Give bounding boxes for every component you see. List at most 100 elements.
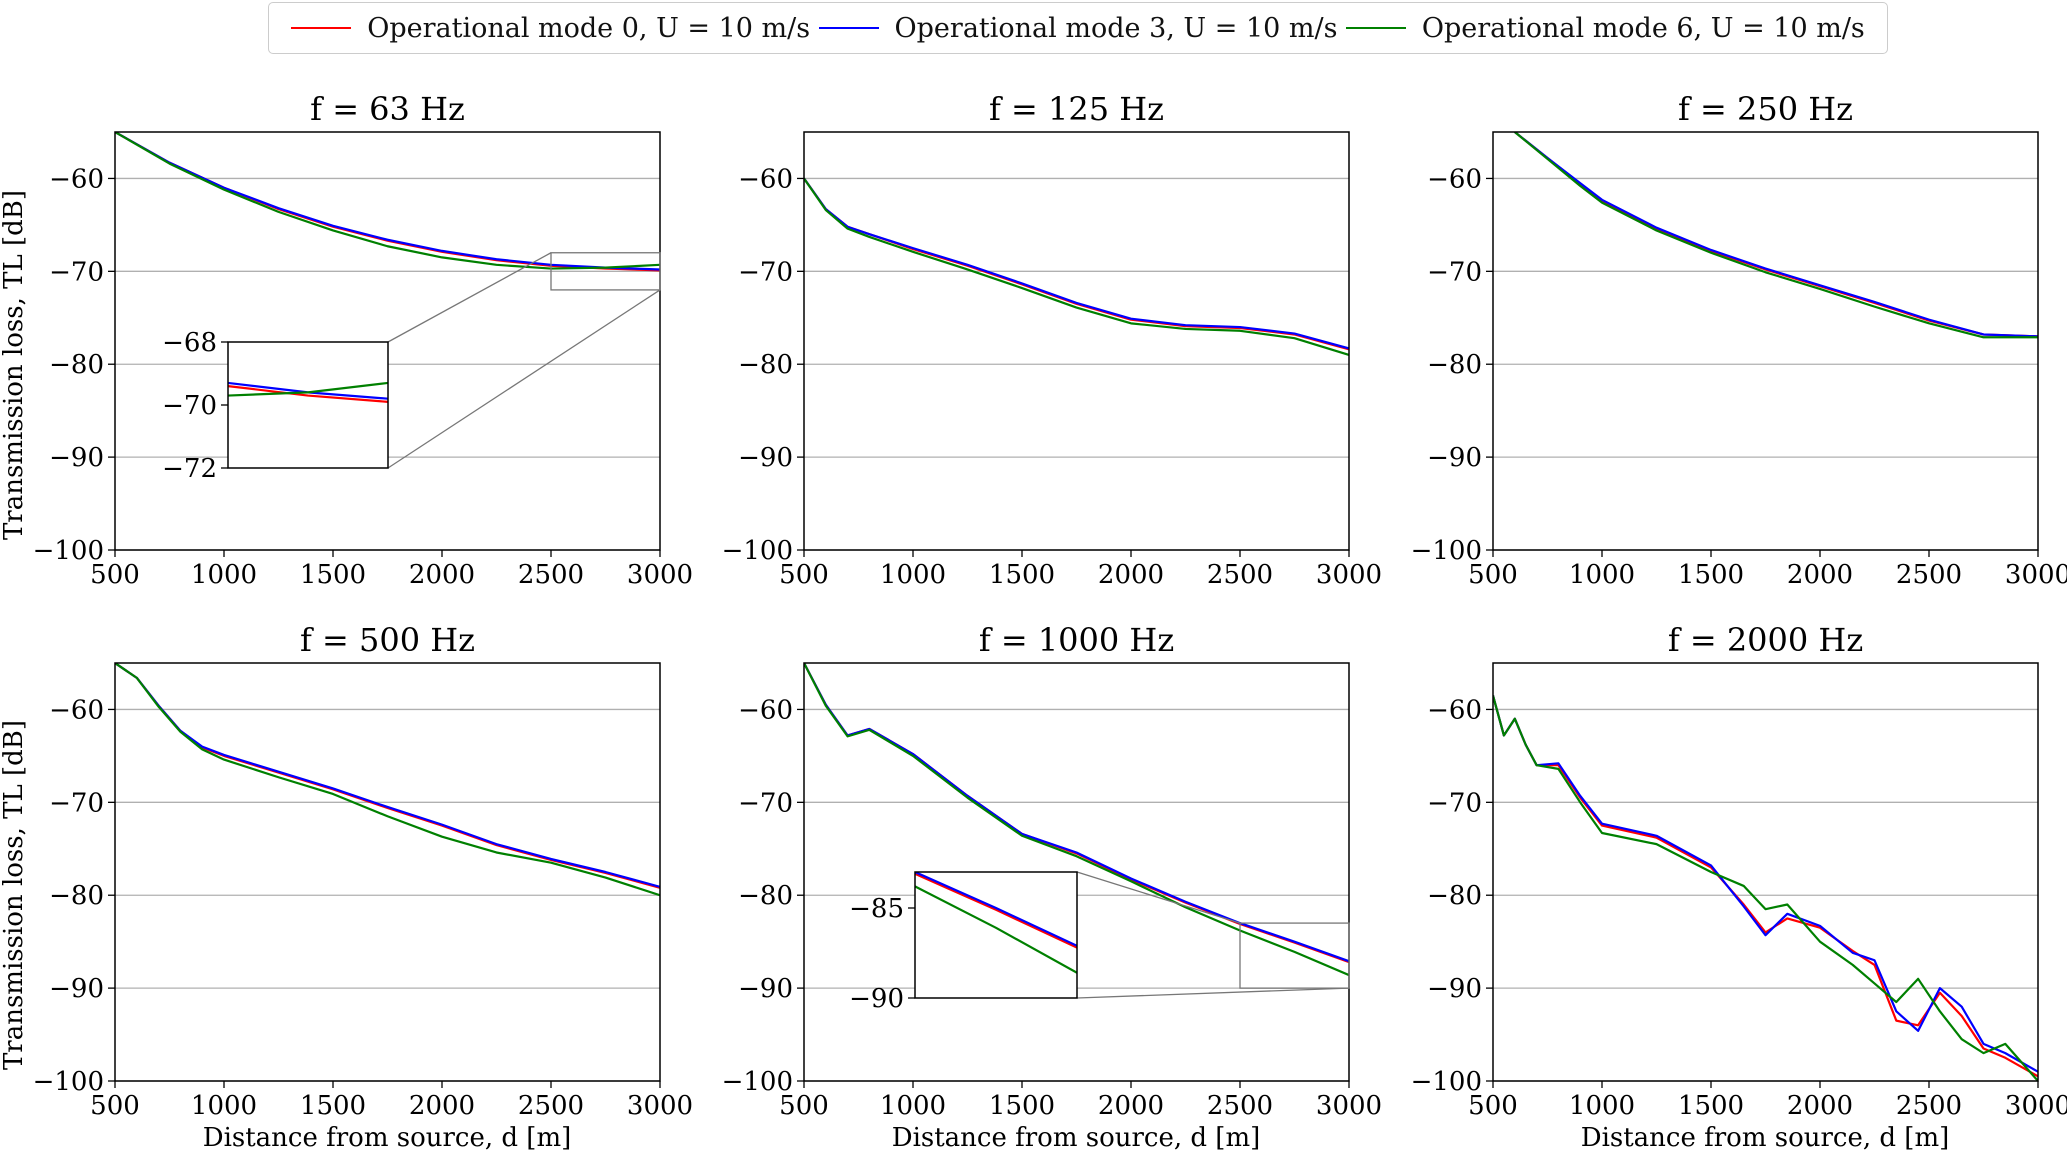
panel-3-series-0 (115, 663, 660, 889)
panel-5-series-0 (1493, 695, 2038, 1078)
legend-label-mode-0: Operational mode 0, U = 10 m/s (367, 12, 811, 44)
panel-0-series-2 (115, 132, 660, 270)
panel-2-ytick-label-2: −80 (1427, 350, 1482, 380)
panel-1-xtick-label-0: 500 (779, 560, 829, 590)
panel-4-ytick-label-0: −60 (738, 695, 793, 725)
panel-3-xtick-label-2: 1500 (300, 1091, 366, 1121)
panel-5-xtick-label-4: 2500 (1896, 1091, 1962, 1121)
panel-3-xtick-label-0: 500 (90, 1091, 140, 1121)
panel-3-ytick-label-1: −70 (49, 788, 104, 818)
panel-2-xtick-label-2: 1500 (1678, 560, 1744, 590)
legend-swatch-mode-6 (1345, 27, 1406, 29)
legend-label-mode-6: Operational mode 6, U = 10 m/s (1421, 12, 1865, 44)
panel-4-xtick-label-0: 500 (779, 1091, 829, 1121)
panel-4-ytick-label-4: −100 (722, 1067, 793, 1097)
panel-3-ytick-label-0: −60 (49, 695, 104, 725)
panel-0-inset-bg (228, 342, 388, 468)
panel-2-ytick-label-4: −100 (1411, 536, 1482, 566)
panel-4-zoom-region (1239, 922, 1350, 989)
panel-3-xtick-label-1: 1000 (191, 1091, 257, 1121)
panel-2-ytick-label-1: −70 (1427, 257, 1482, 287)
panel-0-ytick-label-1: −70 (49, 257, 104, 287)
panel-1-series-1 (804, 177, 1349, 350)
panel-0-title: f = 63 Hz (310, 90, 465, 128)
panel-1-xtick-label-1: 1000 (880, 560, 946, 590)
panel-4-inset-ytick-label-0: −85 (849, 894, 904, 924)
panel-4-ytick-label-2: −80 (738, 881, 793, 911)
panel-5-ytick-label-3: −90 (1427, 974, 1482, 1004)
legend-swatch-mode-0 (291, 27, 352, 29)
panel-0-xtick-label-3: 2000 (409, 560, 475, 590)
panel-2-frame (1492, 131, 2039, 551)
panel-1-series-2 (804, 177, 1349, 356)
legend-entry-mode-6: Operational mode 6, U = 10 m/s (1345, 12, 1865, 44)
panel-3-ytick-label-4: −100 (33, 1067, 104, 1097)
panel-2-xtick-label-0: 500 (1468, 560, 1518, 590)
panel-0-inset-series-0 (228, 384, 388, 403)
panel-4-ytick-label-1: −70 (738, 788, 793, 818)
panel-0-inset-ytick-label-2: −72 (162, 454, 217, 484)
xlabel-2: Distance from source, d [m] (892, 1123, 1261, 1153)
panel-4-title: f = 1000 Hz (979, 621, 1174, 659)
panel-0-ytick-label-3: −90 (49, 443, 104, 473)
panel-2-series-1 (1514, 132, 2038, 338)
panel-0-series-0 (115, 132, 660, 272)
panel-5-ytick-label-4: −100 (1411, 1067, 1482, 1097)
panel-4-xtick-label-4: 2500 (1207, 1091, 1273, 1121)
panel-4-xtick-label-3: 2000 (1098, 1091, 1164, 1121)
panel-5-xtick-label-3: 2000 (1787, 1091, 1853, 1121)
panel-4-xtick-label-1: 1000 (880, 1091, 946, 1121)
panel-1-xtick-label-5: 3000 (1316, 560, 1382, 590)
panel-3-ytick-label-2: −80 (49, 881, 104, 911)
panel-4-connector-0 (1076, 871, 1241, 924)
panel-0-xtick-label-5: 3000 (627, 560, 693, 590)
panel-1-ytick-label-0: −60 (738, 164, 793, 194)
panel-0-xtick-label-4: 2500 (518, 560, 584, 590)
panel-1-xtick-label-4: 2500 (1207, 560, 1273, 590)
panel-0-series-1 (115, 132, 660, 271)
panel-2-ytick-label-3: −90 (1427, 443, 1482, 473)
panel-1-ytick-label-1: −70 (738, 257, 793, 287)
ylabel-bottom: Transmission loss, TL [dB] (0, 720, 29, 1070)
panel-4-xtick-label-2: 1500 (989, 1091, 1055, 1121)
panel-0-connector-1 (387, 289, 661, 469)
panel-3-series-1 (115, 663, 660, 888)
panel-0-ytick-label-4: −100 (33, 536, 104, 566)
ylabel-top: Transmission loss, TL [dB] (0, 190, 29, 540)
panel-0-frame (114, 131, 661, 551)
panel-3-title: f = 500 Hz (300, 621, 475, 659)
panel-3-frame (114, 662, 661, 1082)
legend-swatch-mode-3 (818, 27, 879, 29)
panel-1-title: f = 125 Hz (989, 90, 1164, 128)
panel-0-xtick-label-0: 500 (90, 560, 140, 590)
panel-0-inset-ytick-label-0: −68 (162, 328, 217, 358)
panel-5-title: f = 2000 Hz (1668, 621, 1863, 659)
panel-4-ytick-label-3: −90 (738, 974, 793, 1004)
panel-1-ytick-label-2: −80 (738, 350, 793, 380)
legend-entry-mode-0: Operational mode 0, U = 10 m/s (291, 13, 810, 44)
panel-3-series-2 (115, 663, 660, 897)
xlabel-3: Distance from source, d [m] (1581, 1123, 1950, 1153)
panel-1-frame (803, 131, 1350, 551)
panel-2-series-0 (1514, 132, 2038, 338)
panel-0-xtick-label-1: 1000 (191, 560, 257, 590)
panel-4-inset-frame (914, 871, 1078, 999)
panel-2-xtick-label-3: 2000 (1787, 560, 1853, 590)
panel-0-inset-series-2 (228, 381, 388, 397)
panel-5-ytick-label-2: −80 (1427, 881, 1482, 911)
panel-2-series-2 (1514, 132, 2038, 339)
panel-2-ytick-label-0: −60 (1427, 164, 1482, 194)
legend-label-mode-3: Operational mode 3, U = 10 m/s (894, 12, 1338, 44)
panel-5-xtick-label-1: 1000 (1569, 1091, 1635, 1121)
panel-2-xtick-label-1: 1000 (1569, 560, 1635, 590)
panel-3-xtick-label-5: 3000 (627, 1091, 693, 1121)
panel-2-xtick-label-4: 2500 (1896, 560, 1962, 590)
panel-4-frame (803, 662, 1350, 1082)
